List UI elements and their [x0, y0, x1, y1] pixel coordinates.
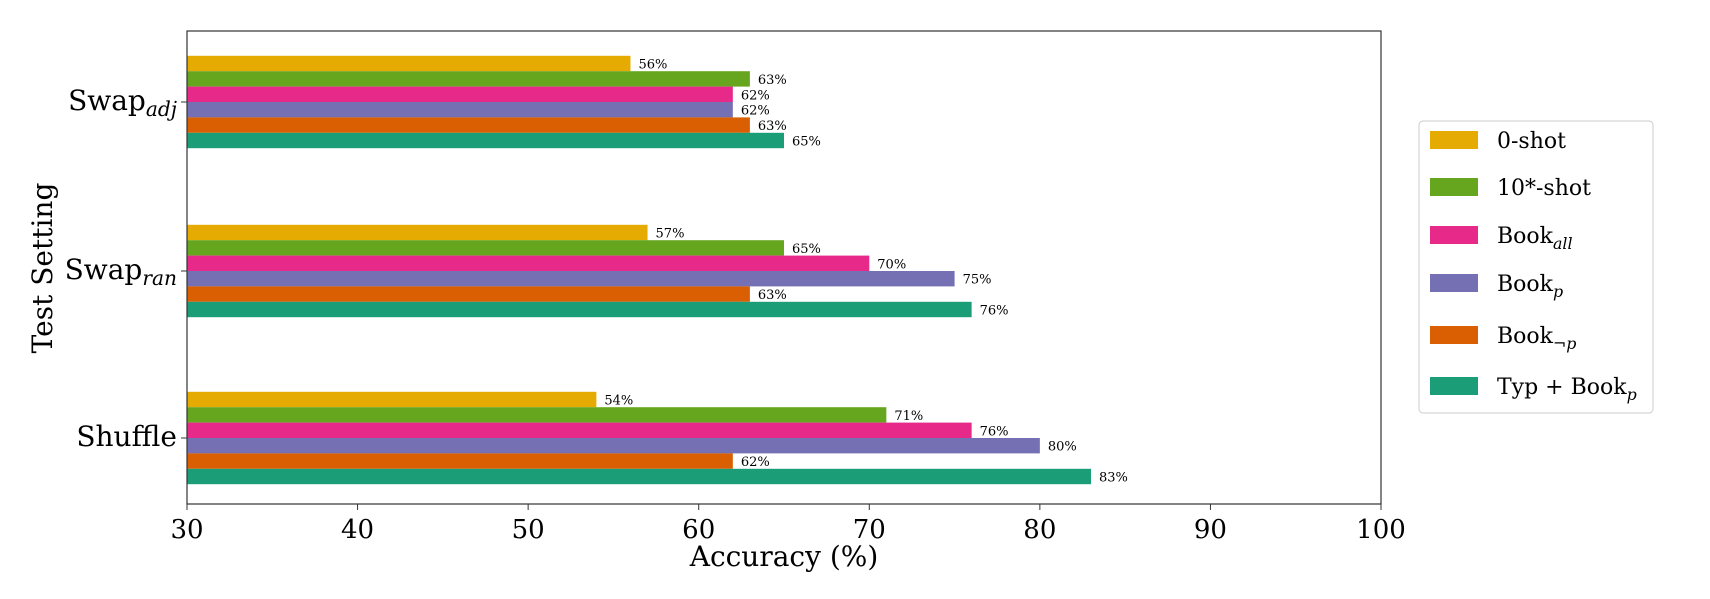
- data-label-2-2: 76%: [980, 424, 1009, 439]
- data-label-1-4: 63%: [758, 288, 787, 303]
- bar-2-4: [187, 453, 733, 469]
- legend-label-0-base: 0-shot: [1497, 129, 1566, 154]
- legend-label-3-subscript: p: [1553, 282, 1563, 301]
- x-axis-title: Accuracy (%): [689, 540, 879, 573]
- legend-label-2-base: Book: [1497, 224, 1554, 249]
- bar-2-1: [187, 407, 887, 423]
- bar-2-5: [187, 468, 1092, 485]
- y-category-label-0-subscript: adj: [146, 97, 177, 121]
- bar-2-3: [187, 438, 1040, 454]
- legend-swatch-1: [1430, 178, 1478, 196]
- y-category-label-2-base: Shuffle: [76, 420, 177, 453]
- bar-0-1: [187, 71, 750, 87]
- data-label-2-0: 54%: [604, 394, 633, 409]
- y-category-label-0-base: Swap: [68, 84, 146, 117]
- data-label-1-0: 57%: [656, 227, 685, 242]
- bar-2-0: [187, 391, 597, 408]
- legend-swatch-4: [1430, 326, 1478, 344]
- x-tick-label-2: 50: [512, 515, 545, 545]
- legend-label-0: 0-shot: [1497, 129, 1566, 154]
- bar-0-2: [187, 86, 733, 102]
- bar-0-3: [187, 102, 733, 118]
- y-category-label-1-subscript: ran: [142, 266, 177, 290]
- legend-label-2: Bookall: [1497, 224, 1573, 253]
- y-category-label-0: Swapadj: [68, 84, 177, 121]
- legend-label-3: Bookp: [1497, 272, 1563, 301]
- x-tick-label-0: 30: [170, 515, 203, 545]
- bar-1-2: [187, 255, 870, 271]
- data-label-1-2: 70%: [877, 257, 906, 272]
- bar-1-5: [187, 301, 972, 318]
- legend-box: [1418, 120, 1654, 414]
- legend-label-1: 10*-shot: [1497, 176, 1591, 201]
- y-axis-title: Test Setting: [26, 183, 59, 354]
- legend-label-4-subscript: ¬p: [1553, 334, 1576, 353]
- x-tick-label-3: 60: [682, 515, 715, 545]
- bar-1-4: [187, 286, 750, 302]
- y-category-label-1: Swapran: [65, 253, 177, 290]
- bar-0-0: [187, 55, 631, 72]
- bar-1-0: [187, 224, 648, 241]
- bars-layer: [187, 55, 1092, 485]
- legend-label-4-base: Book: [1497, 324, 1554, 349]
- data-label-0-0: 56%: [638, 58, 667, 73]
- legend-label-5-base: Typ + Book: [1497, 375, 1627, 400]
- data-label-1-3: 75%: [963, 273, 992, 288]
- bar-2-2: [187, 422, 972, 438]
- legend-swatch-5: [1430, 377, 1478, 395]
- legend-label-1-base: 10*-shot: [1497, 176, 1591, 201]
- legend-label-2-subscript: all: [1553, 234, 1573, 253]
- data-label-2-1: 71%: [894, 409, 923, 424]
- legend-label-5: Typ + Bookp: [1497, 375, 1637, 404]
- plot-frame: [186, 30, 1382, 505]
- data-label-0-1: 63%: [758, 73, 787, 88]
- y-category-label-1-base: Swap: [65, 253, 143, 286]
- legend-swatch-3: [1430, 274, 1478, 292]
- data-labels-layer: 56%63%62%62%63%65%57%65%70%75%63%76%54%7…: [604, 58, 1128, 486]
- y-category-label-2: Shuffle: [76, 420, 177, 453]
- data-label-0-3: 62%: [741, 104, 770, 119]
- bar-0-4: [187, 117, 750, 133]
- data-label-2-3: 80%: [1048, 440, 1077, 455]
- x-tick-label-4: 70: [853, 515, 886, 545]
- data-label-1-1: 65%: [792, 242, 821, 257]
- legend-label-4: Book¬p: [1497, 324, 1576, 353]
- x-axis: 30 40 50 60 70 80 90 100: [170, 504, 1406, 545]
- x-tick-label-5: 80: [1023, 515, 1056, 545]
- data-label-0-5: 65%: [792, 135, 821, 150]
- legend-label-5-subscript: p: [1627, 385, 1637, 404]
- data-label-0-4: 63%: [758, 119, 787, 134]
- legend-swatch-0: [1430, 131, 1478, 149]
- bar-1-1: [187, 240, 784, 256]
- data-label-2-4: 62%: [741, 455, 770, 470]
- bar-1-3: [187, 271, 955, 287]
- x-tick-label-6: 90: [1194, 515, 1227, 545]
- data-label-1-5: 76%: [980, 304, 1009, 319]
- legend-swatch-2: [1430, 226, 1478, 244]
- legend-label-3-base: Book: [1497, 272, 1554, 297]
- bar-0-5: [187, 132, 784, 149]
- x-tick-label-7: 100: [1356, 515, 1406, 545]
- data-label-2-5: 83%: [1099, 471, 1128, 486]
- data-label-0-2: 62%: [741, 88, 770, 103]
- x-tick-label-1: 40: [341, 515, 374, 545]
